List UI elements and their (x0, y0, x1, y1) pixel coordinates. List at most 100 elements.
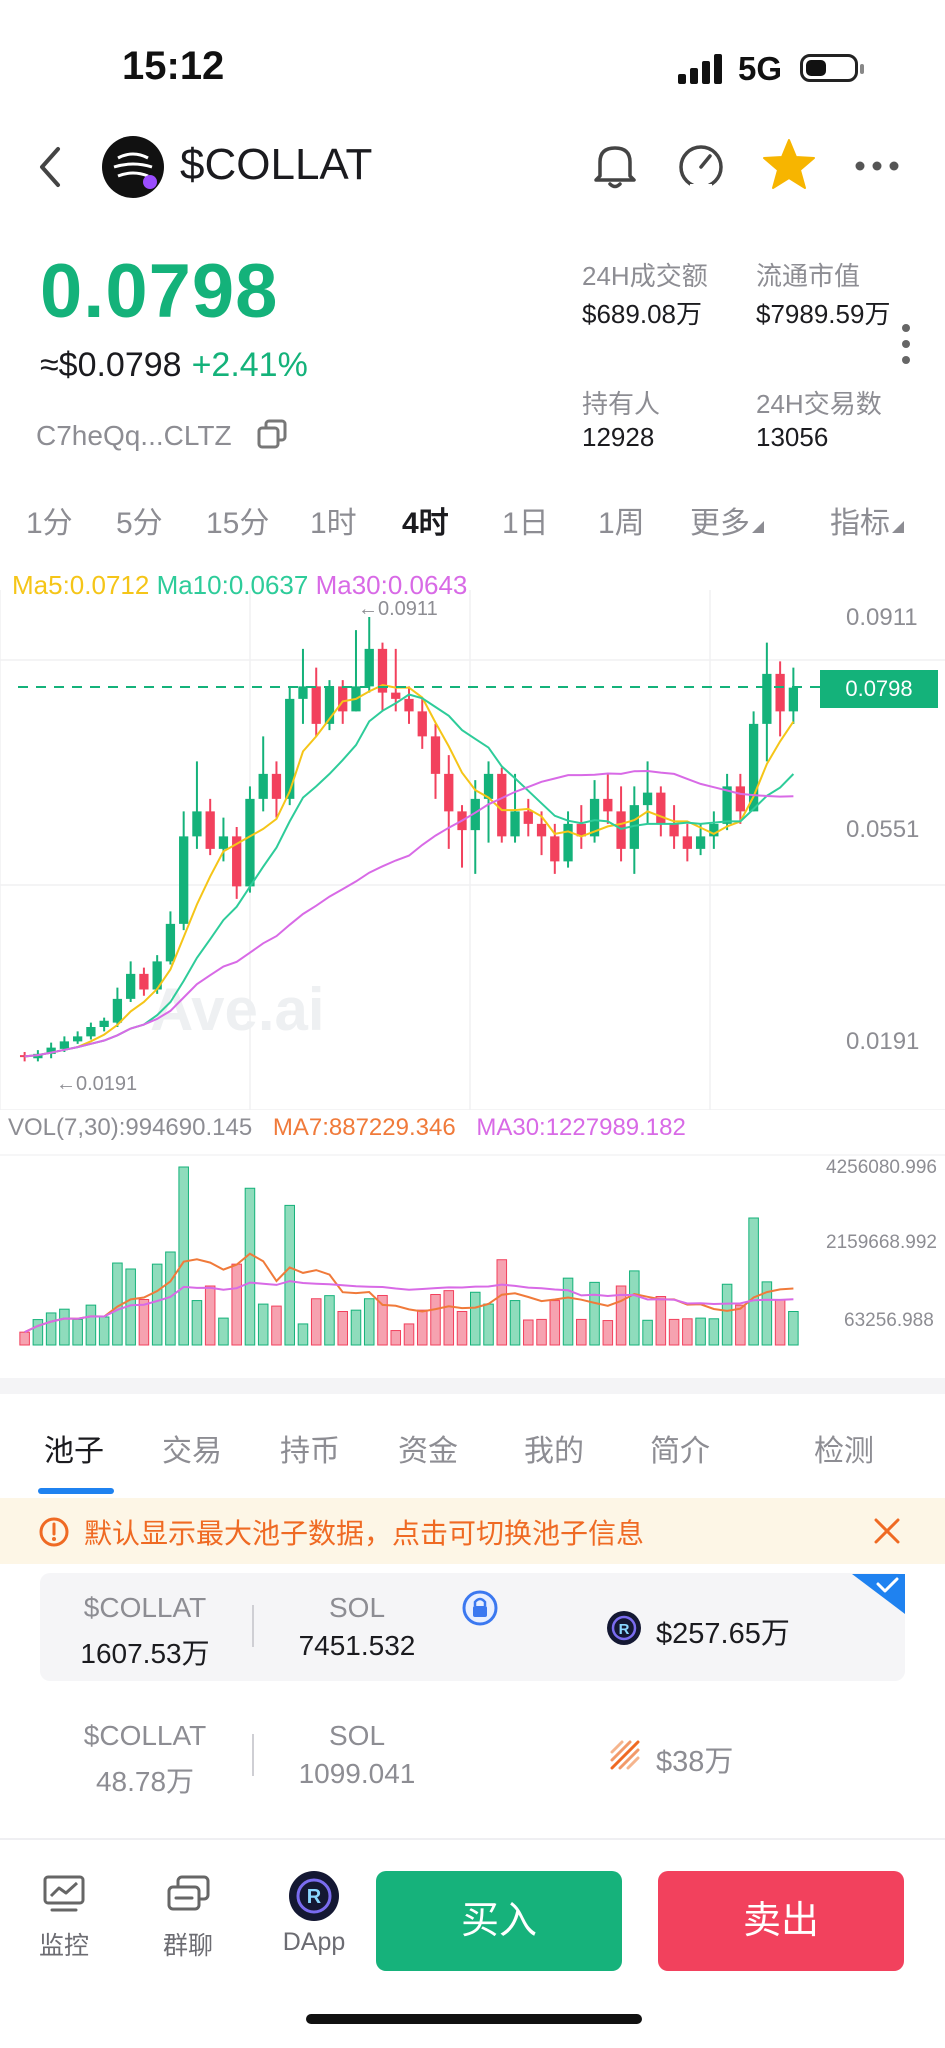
volume-bar (483, 1303, 494, 1346)
speedometer-icon[interactable] (676, 140, 726, 190)
volume-chart[interactable] (0, 1150, 945, 1350)
active-tab-indicator (38, 1488, 114, 1494)
candlestick-chart[interactable]: Ave.ai ←0.0911 ←0.0191 (0, 590, 945, 1110)
volume-bar (748, 1217, 759, 1346)
back-arrow-icon[interactable] (36, 143, 66, 191)
tab-trades[interactable]: 交易 (162, 1435, 222, 1468)
candle-body (669, 823, 679, 837)
pool-notice-bar[interactable] (0, 1498, 945, 1564)
stat-label-tx-count: 24H交易数 (756, 389, 882, 419)
timeframe-more[interactable]: 更多 (690, 498, 764, 542)
candle-body (735, 786, 745, 812)
pool2-separator (252, 1734, 254, 1776)
candle-body (550, 836, 560, 862)
volume-bar (430, 1294, 441, 1346)
timeframe-5m[interactable]: 5分 (116, 507, 163, 540)
current-price: 0.0798 (40, 249, 279, 334)
token-logo (102, 136, 164, 198)
timeframe-15m[interactable]: 15分 (206, 507, 270, 540)
candle-body (404, 698, 414, 712)
tab-mine[interactable]: 我的 (524, 1435, 584, 1468)
nav-group-chat[interactable]: 群聊 (152, 1874, 224, 1974)
volume-bar (602, 1320, 614, 1346)
timeframe-4h[interactable]: 4时 (402, 507, 449, 540)
tab-intro[interactable]: 简介 (650, 1435, 710, 1468)
copy-icon[interactable] (256, 418, 288, 450)
volume-bar (735, 1304, 746, 1346)
ma5-value: Ma5:0.0712 (12, 570, 150, 600)
volume-bar (98, 1316, 110, 1346)
volume-bar (761, 1281, 773, 1346)
candle-body (589, 798, 600, 837)
volume-value: VOL(7,30):994690.145 (8, 1114, 253, 1141)
vol-tick-mid: 2159668.992 (826, 1232, 937, 1253)
battery-icon (800, 54, 864, 82)
stat-value-holders: 12928 (582, 422, 655, 452)
contract-address[interactable]: C7heQq...CLTZ (36, 420, 232, 451)
tab-holders[interactable]: 持币 (280, 1435, 340, 1468)
nav-dapp[interactable]: R DApp (272, 1871, 356, 1974)
candle-body (656, 792, 666, 824)
current-price-tag: 0.0798 (820, 670, 938, 708)
more-icon[interactable] (854, 160, 900, 172)
volume-bar (456, 1311, 468, 1346)
candle-body (536, 823, 547, 837)
pool2-token-amount: 48.78万 (95, 1766, 195, 1797)
monitor-icon (43, 1875, 85, 1912)
buy-button[interactable]: 买入 (376, 1871, 622, 1971)
pool-card-1[interactable] (40, 1573, 905, 1681)
nav-dapp-label: DApp (282, 1928, 346, 1956)
candle-body (603, 798, 613, 812)
ma10-line (24, 693, 795, 1058)
volume-bar (204, 1285, 216, 1346)
volume-bar (390, 1330, 402, 1346)
star-icon[interactable] (762, 138, 816, 190)
volume-bar (324, 1295, 335, 1346)
close-icon[interactable] (872, 1516, 902, 1546)
candle-body (497, 773, 507, 837)
candle-body (430, 736, 441, 774)
volume-bar (549, 1300, 561, 1346)
candle-body (192, 811, 202, 837)
nav-monitor[interactable]: 监控 (28, 1874, 100, 1974)
volume-bar (19, 1331, 30, 1346)
status-time: 15:12 (122, 44, 225, 88)
volume-bar (576, 1318, 587, 1346)
bell-icon[interactable] (592, 140, 638, 190)
indicator-menu[interactable]: 指标 (830, 498, 904, 542)
volume-bar (45, 1312, 57, 1346)
pool1-token-amount: 1607.53万 (80, 1638, 210, 1669)
candle-body (417, 711, 427, 737)
volume-bar (416, 1309, 428, 1346)
stat-value-market-cap: $7989.59万 (756, 299, 891, 329)
timeframe-1w[interactable]: 1周 (598, 507, 645, 540)
candle-body (444, 773, 454, 812)
volume-bar (655, 1296, 667, 1346)
vertical-more-icon[interactable] (900, 322, 912, 366)
candle-body (112, 998, 123, 1023)
timeframe-1d[interactable]: 1日 (502, 507, 549, 540)
volume-bar (695, 1317, 706, 1346)
usd-price: ≈$0.0798 (40, 346, 182, 384)
volume-bar (72, 1318, 83, 1346)
sell-button[interactable]: 卖出 (658, 1871, 904, 1971)
tab-pools[interactable]: 池子 (44, 1435, 104, 1468)
tab-check[interactable]: 检测 (814, 1435, 874, 1468)
candle-body (99, 1020, 109, 1027)
tab-funds[interactable]: 资金 (398, 1435, 458, 1468)
volume-bar (191, 1300, 203, 1346)
ma30-line (24, 769, 794, 1058)
y-tick-high: 0.0911 (846, 604, 918, 631)
candle-body (762, 673, 772, 724)
raydium-icon: R (607, 1611, 641, 1645)
warning-icon (39, 1517, 69, 1547)
candle-body (59, 1041, 70, 1049)
volume-bar (536, 1318, 547, 1346)
usd-price-line: ≈$0.0798 +2.41% (40, 346, 308, 385)
pool2-token-name: $COLLAT (83, 1720, 207, 1751)
candle-body (285, 698, 295, 799)
candle-body (616, 811, 626, 849)
timeframe-1h[interactable]: 1时 (310, 507, 357, 540)
timeframe-1m[interactable]: 1分 (26, 507, 73, 540)
volume-bar (774, 1299, 786, 1346)
